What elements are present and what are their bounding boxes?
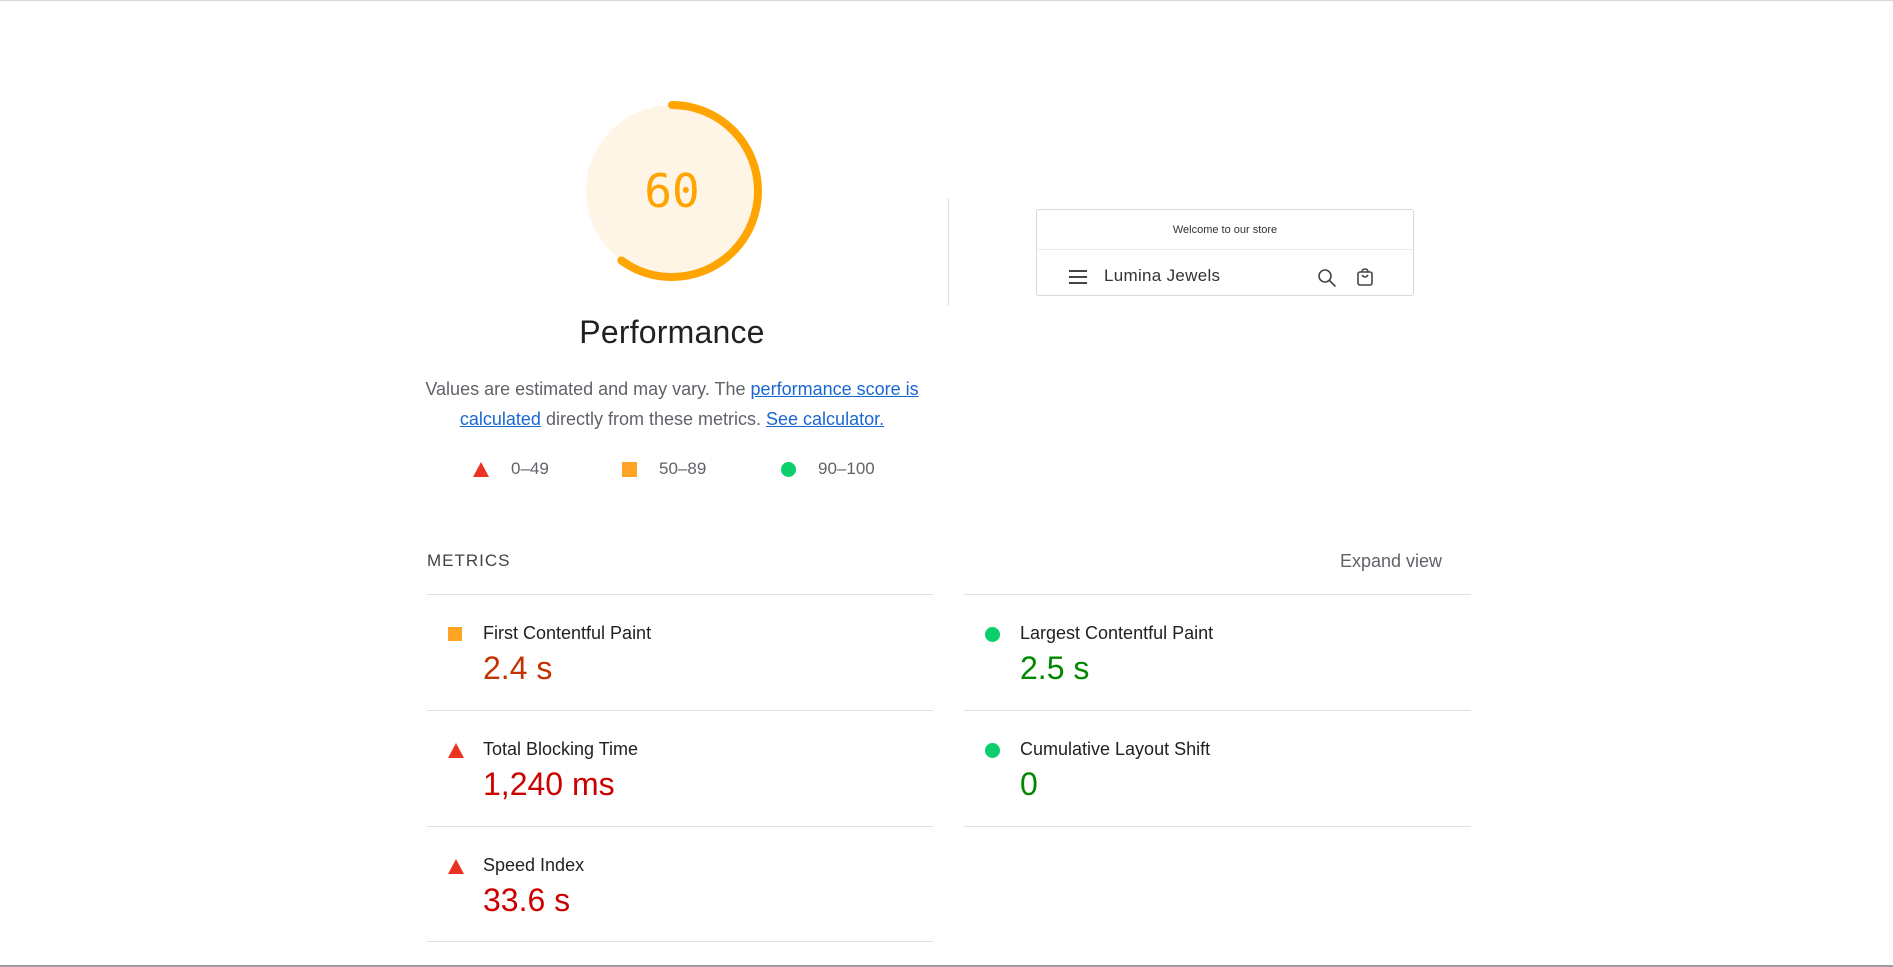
bottom-divider xyxy=(0,965,1893,967)
vertical-divider xyxy=(948,198,949,306)
metric-total-blocking-time: Total Blocking Time 1,240 ms xyxy=(427,711,927,826)
metric-divider xyxy=(427,594,933,595)
performance-gauge[interactable]: 60 xyxy=(578,97,766,285)
metric-divider xyxy=(964,826,1471,827)
square-icon xyxy=(448,627,462,641)
legend-average: 50–89 xyxy=(622,459,706,479)
menu-icon xyxy=(1069,270,1087,284)
gauge-arc xyxy=(582,101,762,281)
metric-largest-contentful-paint: Largest Contentful Paint 2.5 s xyxy=(964,595,1464,710)
circle-icon xyxy=(781,461,796,477)
triangle-icon xyxy=(473,461,489,477)
gauge-ring xyxy=(582,101,762,281)
metric-value: 33.6 s xyxy=(483,882,571,918)
metric-divider xyxy=(964,710,1471,711)
legend-average-label: 50–89 xyxy=(659,459,707,478)
metric-speed-index: Speed Index 33.6 s xyxy=(427,827,927,942)
metric-value: 1,240 ms xyxy=(483,766,615,802)
final-screenshot-thumbnail[interactable]: Welcome to our store Lumina Jewels xyxy=(1036,209,1414,296)
metric-label: Speed Index xyxy=(483,855,585,875)
metric-value: 0 xyxy=(1020,766,1038,802)
triangle-icon xyxy=(448,743,464,758)
triangle-icon xyxy=(448,859,464,874)
gauge-score: 60 xyxy=(644,164,700,218)
gauge-background xyxy=(586,105,758,277)
score-description: Values are estimated and may vary. The p… xyxy=(422,374,922,434)
top-divider xyxy=(0,0,1893,1)
metrics-heading: METRICS xyxy=(427,551,511,570)
description-middle: directly from these metrics. xyxy=(540,409,767,429)
metric-label: First Contentful Paint xyxy=(483,623,652,643)
square-icon xyxy=(622,461,637,477)
description-prefix: Values are estimated and may vary. The xyxy=(425,379,751,399)
metric-label: Cumulative Layout Shift xyxy=(1020,739,1211,759)
metric-cumulative-layout-shift: Cumulative Layout Shift 0 xyxy=(964,711,1464,826)
metric-first-contentful-paint: First Contentful Paint 2.4 s xyxy=(427,595,927,710)
metric-value: 2.4 s xyxy=(483,650,553,686)
search-icon xyxy=(1318,269,1336,287)
store-banner: Welcome to our store xyxy=(1037,210,1413,250)
circle-icon xyxy=(985,743,1000,758)
metric-divider xyxy=(427,710,933,711)
cart-icon xyxy=(1357,268,1373,286)
score-calculated-link[interactable]: performance score is calculated xyxy=(459,379,919,429)
legend-pass-label: 90–100 xyxy=(818,459,875,478)
circle-icon xyxy=(985,627,1000,642)
store-brand: Lumina Jewels xyxy=(1104,266,1221,285)
legend-fail: 0–49 xyxy=(473,459,549,479)
metric-label: Total Blocking Time xyxy=(483,739,639,759)
metric-divider xyxy=(427,826,933,827)
metric-divider xyxy=(964,594,1471,595)
score-scale-legend: 0–49 50–89 90–100 xyxy=(0,459,1893,485)
metric-value: 2.5 s xyxy=(1020,650,1090,686)
legend-fail-label: 0–49 xyxy=(511,459,549,478)
legend-pass: 90–100 xyxy=(781,459,875,479)
expand-view-toggle[interactable]: Expand view xyxy=(1340,551,1443,571)
metric-label: Largest Contentful Paint xyxy=(1020,623,1214,643)
category-title: Performance xyxy=(579,314,765,350)
see-calculator-link[interactable]: See calculator. xyxy=(766,409,885,429)
metric-divider xyxy=(427,941,933,942)
